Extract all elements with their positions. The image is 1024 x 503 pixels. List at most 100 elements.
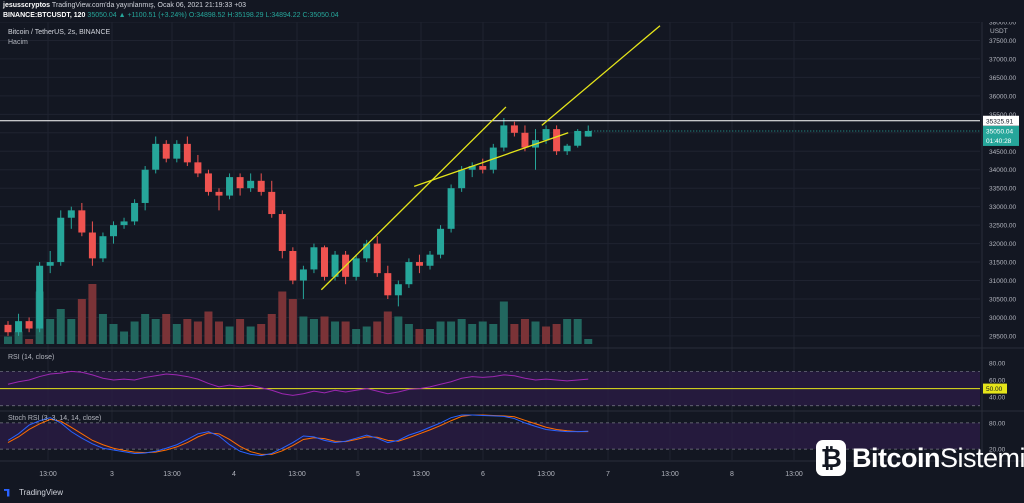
price-tick-label: 29500.00 [989, 333, 1016, 340]
trendline [541, 25, 661, 126]
trendline [320, 106, 507, 291]
resistance-price-box [983, 115, 1019, 126]
volume-bar [499, 301, 508, 344]
candle-body [373, 243, 381, 274]
symbol-label[interactable]: BINANCE:BTCUSDT, 120 [3, 12, 86, 19]
candle-body [4, 324, 12, 333]
candle-body [78, 210, 86, 233]
trendline [413, 132, 569, 187]
candle-body [458, 169, 466, 189]
rsi-mid-marker [983, 383, 1007, 394]
volume-bar [415, 329, 424, 344]
volume-bar [88, 284, 97, 344]
candle-body [384, 273, 392, 296]
volume-bar [56, 309, 65, 344]
volume-bar [447, 321, 456, 344]
candle-body [479, 166, 487, 170]
resistance-price-label: 35325.91 [986, 118, 1013, 125]
volume-bar [267, 314, 276, 344]
time-tick-label: 13:00 [412, 471, 430, 478]
time-tick-label: 13:00 [39, 471, 57, 478]
price-tick-label: 33500.00 [989, 186, 1016, 193]
time-tick-label: 6 [481, 471, 485, 478]
candle-body [542, 129, 550, 141]
tradingview-label: TradingView [19, 488, 64, 497]
candle-body [405, 262, 413, 285]
tradingview-logo[interactable]: TradingView [4, 488, 63, 497]
price-tick-label: 36500.00 [989, 75, 1016, 82]
volume-bar [25, 339, 34, 344]
volume-bar [331, 321, 340, 344]
candle-body [394, 284, 402, 296]
volume-bar [183, 319, 192, 344]
last-price-box [983, 125, 1019, 146]
last-price-label: 35050.04 [986, 128, 1013, 135]
volume-bar [299, 316, 308, 344]
price-tick-label: 32000.00 [989, 241, 1016, 248]
price-tick-label: 31000.00 [989, 278, 1016, 285]
price-tick-label: 30000.00 [989, 315, 1016, 322]
candle-body [352, 258, 360, 277]
candle-body [500, 125, 508, 148]
candle-body [120, 221, 128, 226]
candle-body [215, 191, 223, 196]
volume-bar [4, 336, 12, 344]
price-tick-label: 37500.00 [989, 38, 1016, 45]
time-tick-label: 13:00 [288, 471, 306, 478]
time-axis[interactable]: 13:00 3 13:00 4 13:00 5 13:00 6 13:00 7 13:00 8 13:0… [39, 471, 803, 478]
volume-bar [77, 299, 86, 344]
volume-bar [542, 326, 551, 344]
volume-bar [573, 319, 582, 344]
volume-bar [225, 326, 234, 344]
candle-body [289, 250, 297, 281]
stoch-tick-label: 80.00 [989, 420, 1006, 427]
price-chart[interactable]: 29500.00 30000.00 30500.00 31000.00 31500.00… [0, 22, 1024, 488]
price-axis[interactable]: 29500.00 30000.00 30500.00 31000.00 31500.00… [983, 22, 1019, 454]
candle-body [299, 269, 307, 281]
time-tick-label: 13:00 [163, 471, 181, 478]
volume-bar [204, 311, 213, 344]
price-tick-label: 34000.00 [989, 167, 1016, 174]
bitcoinsistemi-watermark: ₿ BitcoinSistemi [816, 440, 1024, 476]
volume-bar [404, 324, 413, 344]
price-tick-label: 36000.00 [989, 93, 1016, 100]
candlesticks[interactable] [4, 118, 592, 336]
volume-bar [531, 321, 540, 344]
candle-body [46, 262, 54, 266]
watermark-text: BitcoinSistemi [852, 443, 1024, 474]
watermark-part-2: Sistemi [940, 442, 1024, 473]
volume-bar [478, 321, 487, 344]
bitcoin-icon: ₿ [816, 440, 846, 476]
candle-body [268, 191, 276, 215]
tradingview-icon [4, 488, 10, 497]
author-name[interactable]: jesusscryptos [3, 2, 51, 9]
price-tick-label: 37000.00 [989, 56, 1016, 63]
volume-bar [563, 319, 572, 344]
candle-body [415, 262, 423, 266]
candle-body [437, 228, 445, 255]
watermark-part-1: Bitcoin [852, 442, 941, 473]
candle-body [331, 254, 339, 277]
volume-bar [46, 319, 55, 344]
candle-body [57, 217, 65, 263]
candle-body [363, 243, 371, 259]
indicator-lines [0, 25, 980, 457]
stoch-label: Stoch RSI (3, 3, 14, 14, close) [8, 415, 101, 422]
volume-bar [552, 324, 561, 344]
volume-bar [320, 316, 329, 344]
candle-body [67, 210, 75, 218]
volume-bar [130, 321, 139, 344]
volume-bar [246, 326, 255, 344]
volume-bar [468, 324, 477, 344]
countdown-label: 01:40:28 [986, 138, 1012, 145]
time-tick-label: 13:00 [785, 471, 803, 478]
pane-labels: Bitcoin / TetherUS, 2s, BINANCE Hacim RSI … [8, 29, 111, 422]
candle-body [553, 129, 561, 152]
rsi-line [7, 370, 589, 396]
currency-label: USDT [990, 28, 1008, 35]
candle-body [278, 214, 286, 251]
time-tick-label: 7 [606, 471, 610, 478]
indicator-bands [0, 371, 980, 450]
volume-bar [215, 321, 223, 344]
candle-body [584, 130, 592, 137]
